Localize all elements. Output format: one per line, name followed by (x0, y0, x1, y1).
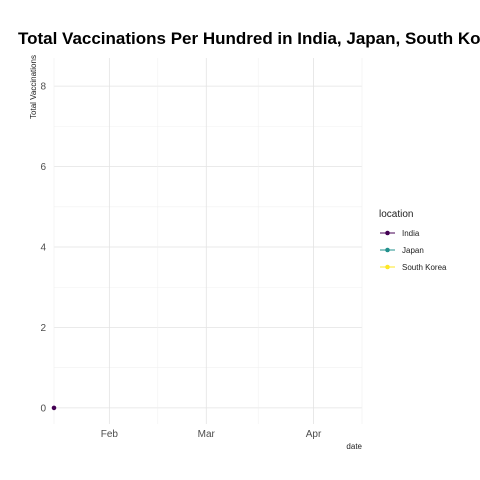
y-tick-label: 0 (40, 403, 46, 414)
y-tick-label: 4 (40, 243, 46, 254)
legend-label: Japan (402, 246, 424, 255)
legend: location India Japan South Korea (379, 209, 447, 272)
chart-title: Total Vaccinations Per Hundred in India,… (18, 29, 480, 48)
legend-item: South Korea (380, 263, 447, 272)
legend-item: Japan (380, 246, 424, 255)
legend-key-point (385, 247, 390, 253)
y-tick-label: 6 (40, 162, 46, 173)
x-tick-label: Feb (101, 429, 119, 440)
x-axis-ticks: Feb Mar Apr (101, 429, 322, 440)
data-points (51, 405, 57, 411)
legend-item: India (380, 229, 420, 238)
legend-label: India (402, 229, 420, 238)
legend-key-point (385, 264, 390, 270)
grid (53, 58, 363, 424)
x-tick-label: Mar (198, 429, 216, 440)
legend-key-point (385, 230, 390, 236)
legend-label: South Korea (402, 263, 447, 272)
y-tick-label: 2 (40, 323, 46, 334)
y-axis-title: Total Vaccinations (29, 55, 38, 119)
legend-title: location (379, 209, 413, 220)
data-point (51, 405, 57, 411)
x-axis-title: date (346, 442, 362, 451)
y-tick-label: 8 (40, 82, 46, 93)
y-axis-ticks: 0 2 4 6 8 (40, 82, 46, 415)
x-tick-label: Apr (306, 429, 322, 440)
